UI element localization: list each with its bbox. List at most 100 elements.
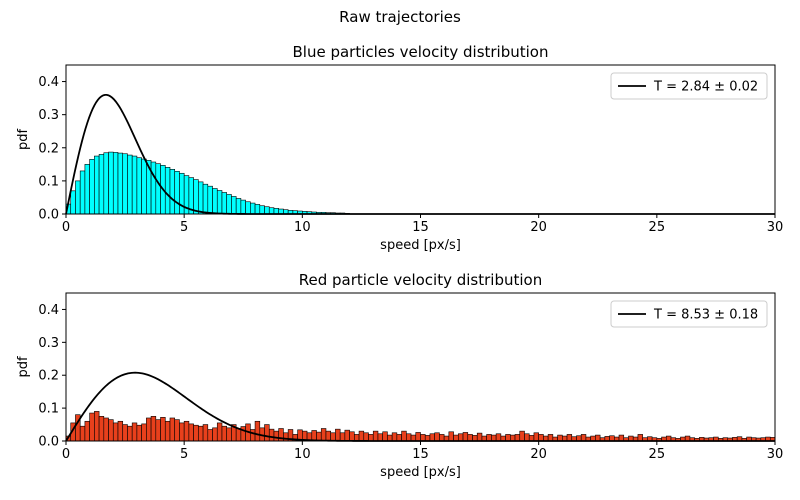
histogram-bar xyxy=(179,172,185,215)
histogram-bar xyxy=(188,423,194,442)
histogram-bar xyxy=(221,192,228,215)
x-tick-label: 10 xyxy=(294,220,311,235)
histogram-bar xyxy=(84,164,90,215)
histogram-bar xyxy=(250,202,256,215)
histogram-bar xyxy=(216,422,223,442)
legend-box xyxy=(610,72,768,100)
histogram-bar xyxy=(231,196,237,215)
y-tick-label: 0.1 xyxy=(38,402,59,417)
histogram-bar xyxy=(155,419,161,442)
histogram-bar xyxy=(235,428,242,442)
figure-suptitle: Raw trajectories xyxy=(339,8,461,26)
x-axis-label: speed [px/s] xyxy=(380,465,461,480)
histogram-bar xyxy=(75,180,81,215)
histogram-bar xyxy=(160,417,166,442)
x-tick-label: 15 xyxy=(412,220,429,235)
histogram-bar xyxy=(372,430,379,442)
histogram-bar xyxy=(268,428,275,442)
histogram-bar xyxy=(415,432,421,442)
histogram-bar xyxy=(349,431,355,442)
histogram-bar xyxy=(358,430,365,442)
histogram-bar xyxy=(330,432,336,442)
histogram-bar xyxy=(141,158,147,215)
x-tick-label: 20 xyxy=(530,447,547,462)
histogram-bar xyxy=(254,420,261,442)
histogram-bar xyxy=(108,151,114,215)
histogram-bar xyxy=(382,431,388,442)
histogram-bar xyxy=(89,412,95,442)
histogram-bar xyxy=(207,429,213,442)
histogram-bar xyxy=(122,153,128,215)
histogram-bar xyxy=(164,167,171,215)
histogram-bar xyxy=(368,434,374,442)
histogram-bar xyxy=(169,169,176,215)
histogram-bar xyxy=(89,159,95,215)
histogram-bar xyxy=(146,417,152,442)
histogram-bar xyxy=(216,190,223,215)
histogram-bar xyxy=(396,434,402,442)
x-tick-label: 20 xyxy=(530,220,547,235)
histogram-bar xyxy=(150,161,157,215)
histogram-bar xyxy=(179,422,185,442)
histogram-bar xyxy=(259,205,265,215)
y-tick-label: 0.0 xyxy=(38,208,59,223)
histogram-bar xyxy=(566,434,573,442)
histogram-bar xyxy=(198,181,204,215)
histogram-bar xyxy=(112,422,119,442)
histogram-bar xyxy=(538,434,544,442)
histogram-bar xyxy=(70,190,76,215)
panel-red-particles: Red particle velocity distribution 0 5 10 15… xyxy=(16,271,783,480)
y-tick-label: 0.3 xyxy=(38,108,59,123)
x-tick-label: 0 xyxy=(62,447,70,462)
histogram-bar xyxy=(117,152,124,215)
histogram-bar xyxy=(547,434,554,442)
histogram-bar xyxy=(112,152,119,215)
histogram-bar xyxy=(250,429,256,442)
histogram-bar xyxy=(164,420,171,442)
histogram-bar xyxy=(377,433,383,442)
histogram-bar xyxy=(486,434,492,442)
x-tick-label: 30 xyxy=(767,447,784,462)
histogram-bar xyxy=(136,424,142,442)
histogram-bar xyxy=(462,432,469,442)
histogram-bar xyxy=(198,425,204,442)
histogram-bar xyxy=(221,425,228,442)
x-tick-label: 25 xyxy=(649,220,666,235)
histogram-bar xyxy=(264,424,270,442)
histogram-bar xyxy=(406,433,412,442)
y-tick-label: 0.4 xyxy=(38,303,59,318)
histogram-bar xyxy=(174,170,180,215)
y-tick-label: 0.1 xyxy=(38,174,59,189)
histogram-bar xyxy=(240,199,246,215)
histogram-bar xyxy=(505,434,511,442)
histogram-bar xyxy=(268,207,275,215)
histogram-bar xyxy=(580,434,587,442)
histogram-bar xyxy=(235,198,242,215)
histogram-bar xyxy=(150,416,157,442)
histogram-bar xyxy=(98,154,105,215)
y-axis-label: pdf xyxy=(16,356,31,378)
histogram-bar xyxy=(108,419,114,442)
axes-title: Red particle velocity distribution xyxy=(299,271,542,289)
histogram-bar xyxy=(155,163,161,215)
x-tick-label: 25 xyxy=(649,447,666,462)
histogram-bar xyxy=(467,434,473,442)
histogram-bar xyxy=(339,432,346,442)
histogram-bar xyxy=(320,428,327,442)
histogram-bar xyxy=(401,430,407,442)
histogram-bar xyxy=(103,417,109,442)
histogram-bar xyxy=(363,432,369,442)
histogram-bar xyxy=(344,429,350,442)
legend-label: T = 8.53 ± 0.18 xyxy=(653,308,758,323)
histogram-bar xyxy=(84,420,90,442)
histogram-bar xyxy=(354,434,360,442)
histogram-bar xyxy=(458,433,464,442)
x-tick-label: 30 xyxy=(767,220,784,235)
y-tick-label: 0.3 xyxy=(38,336,59,351)
histogram-bar xyxy=(420,434,426,442)
histogram-bar xyxy=(514,434,521,442)
histogram-bar xyxy=(226,194,232,215)
histogram-bar xyxy=(226,427,232,442)
histogram-bar xyxy=(169,417,176,442)
